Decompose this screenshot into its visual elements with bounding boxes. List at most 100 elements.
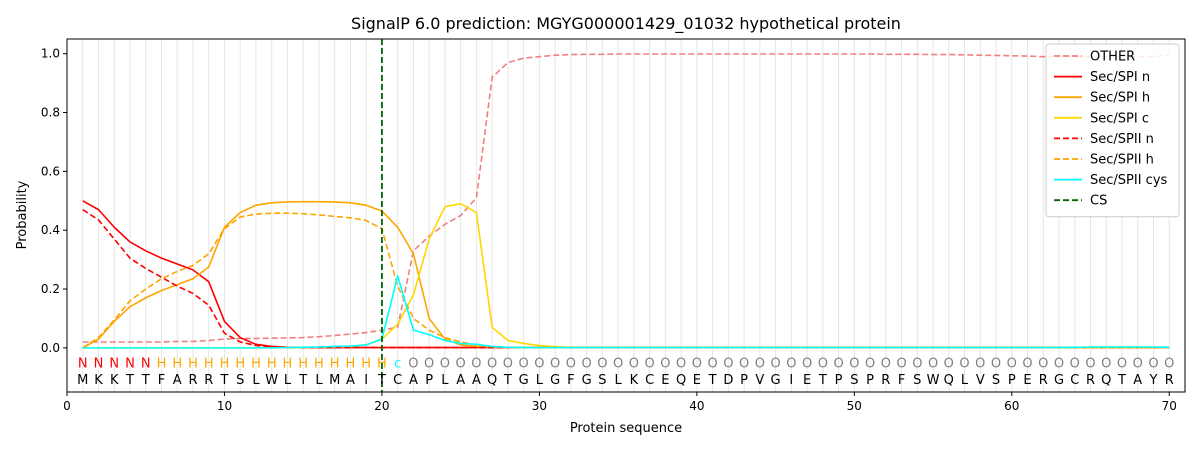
region-label-59: O	[991, 357, 1001, 372]
region-label-4: N	[125, 357, 135, 372]
sequence-residue-36: K	[630, 373, 639, 388]
sequence-residue-32: F	[567, 373, 574, 388]
region-label-14: H	[283, 357, 293, 372]
sequence-residue-9: R	[204, 373, 213, 388]
sequence-residue-40: E	[693, 373, 701, 388]
region-label-54: O	[912, 357, 922, 372]
region-label-12: H	[251, 357, 261, 372]
sequence-residue-37: C	[645, 373, 654, 388]
region-label-31: O	[550, 357, 560, 372]
sequence-residue-55: W	[927, 373, 940, 388]
series-line-3	[82, 200, 1170, 349]
plot-frame	[66, 38, 1186, 393]
y-tick-label-4: 0.8	[41, 106, 60, 120]
region-label-41: O	[707, 357, 717, 372]
region-label-46: O	[786, 357, 796, 372]
region-label-70: O	[1164, 357, 1174, 372]
sequence-residue-4: T	[125, 373, 134, 388]
region-label-36: O	[629, 357, 639, 372]
x-tick-label-4: 40	[689, 399, 704, 413]
sequence-residue-51: P	[866, 373, 874, 388]
region-label-35: O	[613, 357, 623, 372]
sequence-residue-20: T	[377, 373, 386, 388]
sequence-residue-67: T	[1117, 373, 1126, 388]
sequence-residue-26: A	[472, 373, 481, 388]
x-tick-label-3: 30	[532, 399, 547, 413]
sequence-residue-2: K	[94, 373, 103, 388]
region-label-6: H	[157, 357, 167, 372]
legend-box	[1045, 43, 1180, 218]
sequence-residue-41: T	[708, 373, 717, 388]
region-label-50: O	[849, 357, 859, 372]
sequence-residue-6: F	[158, 373, 165, 388]
region-label-32: O	[566, 357, 576, 372]
region-label-65: O	[1085, 357, 1095, 372]
legend-label-8: CS	[1090, 194, 1107, 209]
region-label-57: O	[959, 357, 969, 372]
y-tick-label-3: 0.6	[41, 164, 60, 178]
sequence-residue-46: I	[789, 373, 793, 388]
sequence-residue-43: P	[740, 373, 748, 388]
region-label-11: H	[235, 357, 245, 372]
region-label-8: H	[188, 357, 198, 372]
sequence-residue-39: Q	[676, 373, 686, 388]
region-label-47: O	[802, 357, 812, 372]
region-label-39: O	[676, 357, 686, 372]
sequence-residue-24: L	[441, 373, 449, 388]
x-tick-label-7: 70	[1162, 399, 1177, 413]
series-line-7	[82, 274, 1170, 349]
sequence-residue-5: T	[141, 373, 150, 388]
region-label-40: O	[692, 357, 702, 372]
sequence-residue-18: A	[346, 373, 355, 388]
region-label-62: O	[1038, 357, 1048, 372]
region-label-21: c	[394, 357, 401, 372]
region-label-53: O	[896, 357, 906, 372]
sequence-residue-38: E	[661, 373, 669, 388]
x-tick-label-1: 10	[217, 399, 232, 413]
region-label-37: O	[645, 357, 655, 372]
y-tick-label-2: 0.4	[41, 223, 60, 237]
sequence-residue-48: T	[818, 373, 827, 388]
sequence-residue-31: G	[550, 373, 560, 388]
legend-label-1: OTHER	[1090, 50, 1135, 65]
sequence-residue-3: K	[110, 373, 119, 388]
sequence-residue-45: G	[771, 373, 781, 388]
sequence-residue-58: V	[976, 373, 985, 388]
sequence-residue-30: L	[536, 373, 544, 388]
region-label-38: O	[660, 357, 670, 372]
sequence-residue-59: S	[992, 373, 1000, 388]
series-line-5	[82, 208, 1170, 349]
legend-label-2: Sec/SPI n	[1090, 70, 1150, 85]
sequence-residue-63: G	[1054, 373, 1064, 388]
sequence-residue-56: Q	[944, 373, 954, 388]
region-label-49: O	[833, 357, 843, 372]
sequence-residue-33: G	[582, 373, 592, 388]
region-label-15: H	[298, 357, 308, 372]
sequence-residue-13: W	[265, 373, 278, 388]
region-label-56: O	[944, 357, 954, 372]
sequence-residue-29: G	[519, 373, 529, 388]
sequence-residue-25: A	[456, 373, 465, 388]
series-line-6	[82, 212, 1170, 349]
x-tick-label-2: 20	[374, 399, 389, 413]
sequence-residue-66: Q	[1101, 373, 1111, 388]
sequence-residue-22: A	[409, 373, 418, 388]
sequence-residue-35: L	[615, 373, 623, 388]
region-label-69: O	[1148, 357, 1158, 372]
region-label-52: O	[881, 357, 891, 372]
region-label-25: O	[456, 357, 466, 372]
y-axis-label: Probability	[15, 180, 30, 249]
region-label-20: H	[377, 357, 387, 372]
axis-layer: 0 10 20 30 40 50 60 70 0.0 0.2 0.4 0.6 0.8 1.0	[41, 47, 1177, 413]
region-label-5: N	[141, 357, 151, 372]
region-label-63: O	[1054, 357, 1064, 372]
legend-label-3: Sec/SPI h	[1090, 91, 1150, 106]
region-label-68: O	[1133, 357, 1143, 372]
region-label-27: O	[487, 357, 497, 372]
sequence-residue-69: Y	[1149, 373, 1158, 388]
region-label-43: O	[739, 357, 749, 372]
sequence-residue-11: S	[236, 373, 244, 388]
